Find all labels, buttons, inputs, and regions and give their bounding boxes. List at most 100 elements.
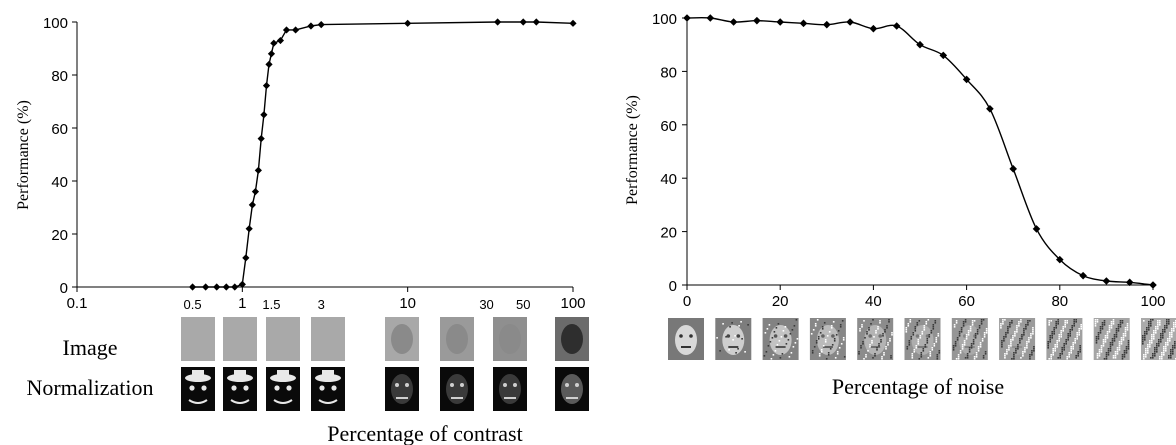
noise-speckle xyxy=(815,342,818,344)
right-data-point xyxy=(1102,277,1111,285)
noise-speckle xyxy=(1012,339,1014,341)
noise-speckle xyxy=(1123,352,1126,354)
noise-speckle xyxy=(1169,340,1171,342)
image-thumbnail xyxy=(223,317,257,361)
noise-speckle xyxy=(1105,356,1108,358)
noise-speckle xyxy=(984,351,987,353)
noise-speckle xyxy=(1124,329,1127,331)
noise-speckle xyxy=(1066,320,1068,322)
noise-speckle xyxy=(1025,328,1027,330)
noise-speckle xyxy=(1073,325,1075,327)
face-hat xyxy=(277,370,289,377)
noise-speckle xyxy=(1008,347,1010,349)
noise-speckle xyxy=(969,328,972,330)
noise-speckle xyxy=(1117,326,1120,328)
noise-speckle xyxy=(1117,328,1120,330)
noise-speckle xyxy=(1027,324,1029,326)
right-y-tick-label: 100 xyxy=(652,11,677,28)
noise-speckle xyxy=(932,324,935,326)
noise-speckle xyxy=(833,338,836,340)
noise-speckle xyxy=(1070,346,1072,348)
noise-speckle xyxy=(1172,353,1174,355)
noise-speckle xyxy=(937,333,940,335)
noise-speckle xyxy=(858,353,860,355)
noise-speckle xyxy=(1106,333,1109,335)
noise-speckle xyxy=(1009,322,1011,324)
noise-speckle xyxy=(920,356,923,358)
noise-speckle xyxy=(1069,333,1071,335)
noise-speckle xyxy=(909,319,912,321)
noise-speckle xyxy=(928,334,931,336)
noise-speckle xyxy=(970,343,973,345)
left-y-tick-label: 100 xyxy=(43,15,68,32)
noise-speckle xyxy=(1173,330,1175,332)
noise-speckle xyxy=(1006,349,1008,351)
noise-speckle xyxy=(967,332,970,334)
noise-speckle xyxy=(839,326,842,328)
noise-speckle xyxy=(884,329,886,331)
noise-speckle xyxy=(1171,334,1173,336)
noise-speckle xyxy=(1127,344,1130,346)
noise-speckle xyxy=(1168,357,1170,359)
noise-speckle xyxy=(875,330,877,332)
noise-speckle xyxy=(969,326,972,328)
face-shape xyxy=(561,324,583,354)
noise-speckle xyxy=(1124,335,1127,337)
noise-speckle xyxy=(982,355,985,357)
noise-speckle xyxy=(1071,329,1073,331)
noise-speckle xyxy=(959,352,962,354)
noise-speckle xyxy=(970,347,973,349)
noise-speckle xyxy=(1145,356,1147,358)
noise-speckle xyxy=(1148,323,1150,325)
noise-speckle xyxy=(880,339,882,341)
noise-speckle xyxy=(1007,330,1009,332)
noise-speckle xyxy=(1062,326,1064,328)
noise-speckle xyxy=(1153,332,1155,334)
noise-speckle xyxy=(769,341,772,343)
noise-speckle xyxy=(1154,347,1156,349)
noise-speckle xyxy=(1108,325,1111,327)
noise-speckle xyxy=(1172,345,1174,347)
noise-speckle xyxy=(908,344,911,346)
noise-speckle xyxy=(821,326,824,328)
noise-speckle xyxy=(873,336,875,338)
noise-speckle xyxy=(1054,350,1056,352)
noise-speckle xyxy=(1024,349,1026,351)
noise-speckle xyxy=(771,337,774,339)
noise-speckle xyxy=(1160,333,1162,335)
face-mouth xyxy=(504,397,516,399)
noise-speckle xyxy=(1103,322,1106,324)
noise-speckle xyxy=(729,326,731,328)
noise-speckle xyxy=(1096,319,1099,321)
noise-speckle xyxy=(1165,346,1167,348)
noise-speckle xyxy=(921,333,924,335)
noise-speckle xyxy=(975,354,978,356)
noise-speckle xyxy=(911,353,914,355)
noise-speckle xyxy=(967,334,970,336)
noise-speckle xyxy=(973,358,976,360)
noise-speckle xyxy=(781,353,784,355)
noise-speckle xyxy=(982,357,985,359)
noise-speckle xyxy=(1147,344,1149,346)
noise-speckle xyxy=(966,353,969,355)
noise-speckle xyxy=(917,339,920,341)
noise-speckle xyxy=(1147,346,1149,348)
noise-speckle xyxy=(1116,347,1119,349)
noise-speckle xyxy=(1057,321,1059,323)
noise-speckle xyxy=(1165,344,1167,346)
noise-speckle xyxy=(1172,349,1174,351)
noise-speckle xyxy=(1127,340,1130,342)
noise-speckle xyxy=(1126,325,1129,327)
noise-speckle xyxy=(1170,357,1172,359)
noise-speckle xyxy=(1098,355,1101,357)
noise-speckle xyxy=(931,347,934,349)
left-data-point xyxy=(282,26,291,34)
noise-speckle xyxy=(1167,344,1169,346)
noise-speckle xyxy=(974,333,977,335)
noise-speckle xyxy=(1066,356,1068,358)
noise-speckle xyxy=(1015,348,1017,350)
noise-speckle xyxy=(936,358,939,360)
face-eye xyxy=(878,334,882,338)
right-x-ticks: 0 20 40 60 80 100 xyxy=(683,285,1166,310)
noise-speckle xyxy=(872,357,874,359)
